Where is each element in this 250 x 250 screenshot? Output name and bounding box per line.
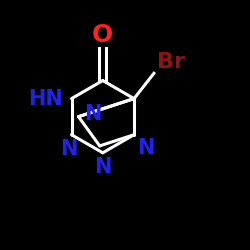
Text: O: O (92, 23, 114, 47)
Text: N: N (84, 104, 102, 124)
Text: N: N (60, 139, 78, 159)
Text: Br: Br (157, 52, 185, 72)
Text: N: N (137, 138, 154, 158)
Text: N: N (94, 157, 112, 177)
Text: HN: HN (28, 88, 63, 108)
